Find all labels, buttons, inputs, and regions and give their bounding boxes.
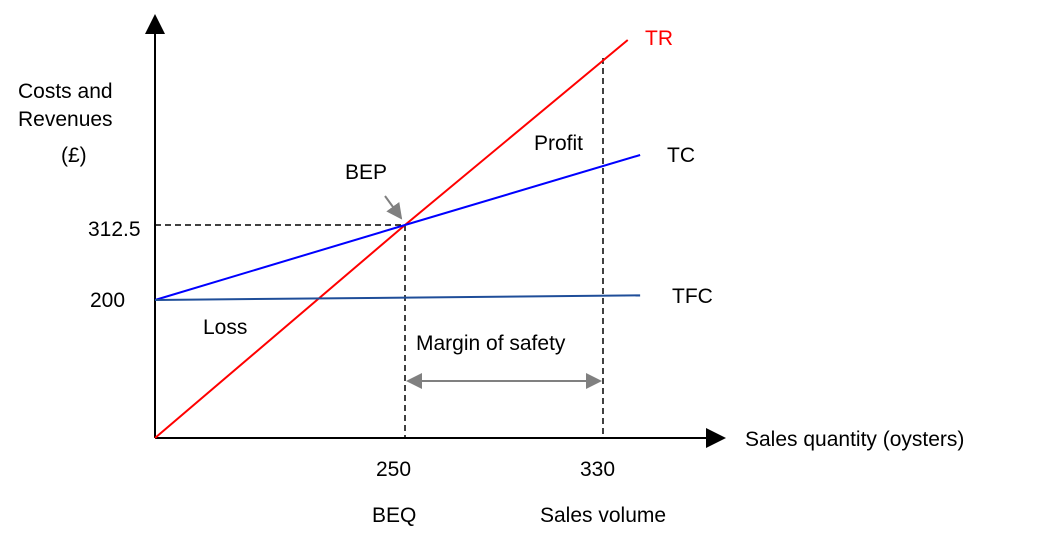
tfc-label: TFC	[672, 285, 713, 308]
x-tick-250: 250	[376, 458, 412, 481]
x-axis-label: Sales quantity (oysters)	[745, 428, 965, 451]
profit-label: Profit	[534, 132, 584, 155]
x-tick-330: 330	[580, 458, 616, 481]
y-tick-200: 200	[90, 289, 126, 312]
beq-label: BEQ	[372, 504, 417, 527]
series-tc-line	[154, 154, 641, 301]
sales-volume-label: Sales volume	[540, 504, 667, 527]
y-axis-label-3: (£)	[61, 144, 87, 167]
y-axis-label-1: Costs and	[18, 80, 113, 103]
tc-label: TC	[667, 144, 695, 167]
tr-label: TR	[645, 27, 673, 50]
series-tr-line	[154, 39, 629, 439]
y-axis-label-2: Revenues	[18, 108, 113, 131]
series-tfc-line	[154, 294, 641, 301]
y-tick-312-5: 312.5	[88, 218, 141, 241]
bep-label: BEP	[345, 161, 388, 184]
loss-label: Loss	[203, 316, 248, 339]
bep-pointer-arrow	[384, 195, 403, 220]
margin-of-safety-label: Margin of safety	[416, 332, 566, 355]
